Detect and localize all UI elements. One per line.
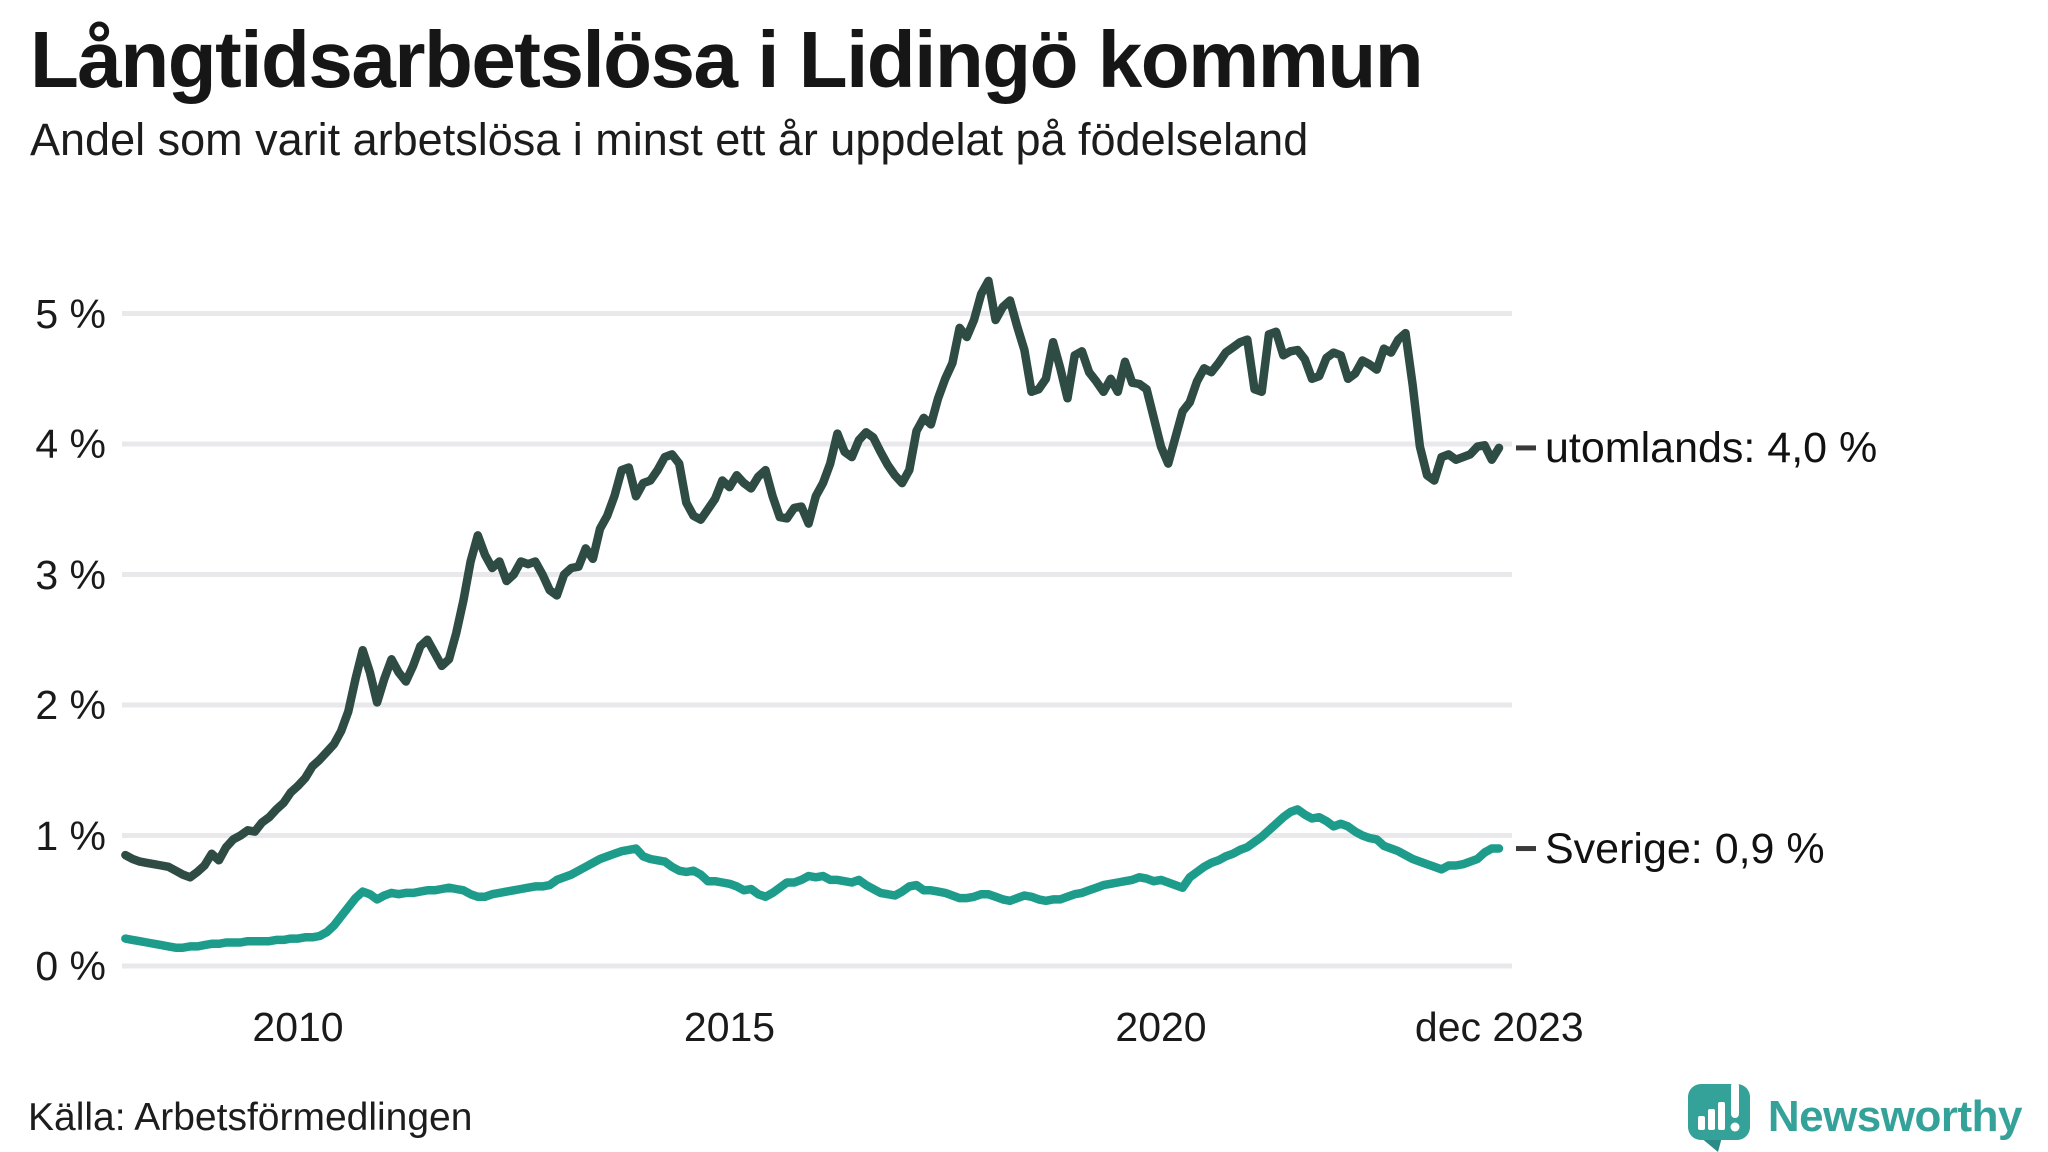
chart-title: Långtidsarbetslösa i Lidingö kommun [30,15,1424,104]
x-tick-label: dec 2023 [1414,1004,1584,1050]
leader-dash-sverige [1516,846,1536,852]
series-line-sverige [121,805,1504,952]
y-tick-label: 2 % [35,682,106,728]
series-end-label-sverige: Sverige: 0,9 % [1545,824,1825,873]
newsworthy-logo: Newsworthy [1686,1082,2023,1152]
y-tick-label: 0 % [35,943,106,989]
y-tick-label: 1 % [35,812,106,859]
y-tick-label: 4 % [35,421,106,467]
y-tick-label: 5 % [35,290,106,337]
x-tick-label: 2020 [1115,1004,1207,1050]
x-tick-label: 2015 [683,1004,776,1050]
source-note: Källa: Arbetsförmedlingen [28,1096,473,1139]
brand-name: Newsworthy [1767,1092,2023,1141]
leader-dash-utomlands [1516,445,1536,451]
x-tick-label: 2010 [252,1004,344,1050]
newsworthy-speech-bubble-barchart-icon [1687,1082,1750,1152]
y-tick-label: 3 % [35,551,106,598]
series-line-utomlands [121,276,1504,882]
series-end-label-utomlands: utomlands: 4,0 % [1545,423,1878,472]
chart-subtitle: Andel som varit arbetslösa i minst ett å… [30,114,1309,165]
